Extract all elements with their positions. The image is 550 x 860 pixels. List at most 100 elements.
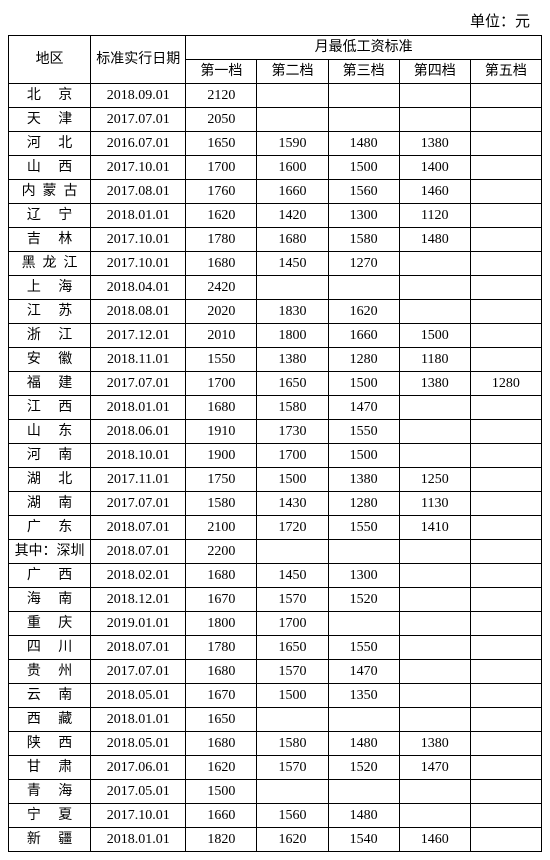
cell-tier-4 [399, 636, 470, 660]
cell-region: 山 东 [9, 420, 91, 444]
table-header: 地区 标准实行日期 月最低工资标准 第一档 第二档 第三档 第四档 第五档 [9, 36, 542, 84]
cell-tier-5 [470, 660, 541, 684]
cell-date: 2017.10.01 [91, 252, 186, 276]
cell-tier-2 [257, 276, 328, 300]
cell-region: 江 苏 [9, 300, 91, 324]
cell-date: 2017.12.01 [91, 324, 186, 348]
cell-tier-2: 1720 [257, 516, 328, 540]
cell-tier-4 [399, 276, 470, 300]
cell-tier-1: 1750 [186, 468, 257, 492]
cell-tier-2: 1380 [257, 348, 328, 372]
cell-tier-4: 1460 [399, 828, 470, 852]
cell-tier-5 [470, 180, 541, 204]
table-row: 吉 林2017.10.011780168015801480 [9, 228, 542, 252]
cell-date: 2019.01.01 [91, 612, 186, 636]
table-row: 广 东2018.07.012100172015501410 [9, 516, 542, 540]
cell-tier-1: 1700 [186, 156, 257, 180]
cell-region: 西 藏 [9, 708, 91, 732]
cell-tier-3: 1470 [328, 396, 399, 420]
cell-tier-3: 1280 [328, 492, 399, 516]
cell-date: 2018.05.01 [91, 732, 186, 756]
cell-tier-1: 1760 [186, 180, 257, 204]
cell-tier-1: 2010 [186, 324, 257, 348]
cell-tier-1: 1680 [186, 564, 257, 588]
cell-tier-4 [399, 252, 470, 276]
cell-tier-4 [399, 780, 470, 804]
cell-region: 广 西 [9, 564, 91, 588]
table-row: 陕 西2018.05.011680158014801380 [9, 732, 542, 756]
cell-tier-3 [328, 612, 399, 636]
header-group: 月最低工资标准 [186, 36, 542, 60]
cell-tier-4: 1180 [399, 348, 470, 372]
table-row: 内蒙古2017.08.011760166015601460 [9, 180, 542, 204]
wage-table: 地区 标准实行日期 月最低工资标准 第一档 第二档 第三档 第四档 第五档 北 … [8, 35, 542, 852]
cell-tier-3: 1520 [328, 588, 399, 612]
table-row: 重 庆2019.01.0118001700 [9, 612, 542, 636]
table-row: 河 南2018.10.01190017001500 [9, 444, 542, 468]
cell-tier-1: 1660 [186, 804, 257, 828]
cell-region: 天 津 [9, 108, 91, 132]
cell-date: 2017.05.01 [91, 780, 186, 804]
cell-tier-3: 1620 [328, 300, 399, 324]
cell-date: 2018.01.01 [91, 396, 186, 420]
cell-tier-1: 2200 [186, 540, 257, 564]
cell-date: 2018.11.01 [91, 348, 186, 372]
cell-tier-5 [470, 156, 541, 180]
cell-tier-1: 1620 [186, 756, 257, 780]
cell-tier-3 [328, 276, 399, 300]
cell-tier-5 [470, 396, 541, 420]
cell-tier-1: 1800 [186, 612, 257, 636]
cell-region: 浙 江 [9, 324, 91, 348]
cell-date: 2017.06.01 [91, 756, 186, 780]
cell-tier-4: 1380 [399, 732, 470, 756]
cell-tier-3: 1280 [328, 348, 399, 372]
cell-tier-3: 1540 [328, 828, 399, 852]
cell-tier-5 [470, 492, 541, 516]
cell-tier-5 [470, 828, 541, 852]
cell-tier-2: 1580 [257, 396, 328, 420]
cell-date: 2017.07.01 [91, 108, 186, 132]
cell-tier-4: 1400 [399, 156, 470, 180]
cell-date: 2018.01.01 [91, 204, 186, 228]
cell-date: 2018.07.01 [91, 540, 186, 564]
cell-region: 四 川 [9, 636, 91, 660]
cell-date: 2018.09.01 [91, 84, 186, 108]
cell-tier-4 [399, 708, 470, 732]
cell-date: 2017.11.01 [91, 468, 186, 492]
cell-region: 福 建 [9, 372, 91, 396]
cell-region: 广 东 [9, 516, 91, 540]
cell-tier-2: 1570 [257, 660, 328, 684]
cell-tier-5 [470, 756, 541, 780]
cell-region: 山 西 [9, 156, 91, 180]
cell-tier-3: 1500 [328, 444, 399, 468]
cell-tier-1: 1620 [186, 204, 257, 228]
cell-tier-5 [470, 564, 541, 588]
cell-tier-4 [399, 612, 470, 636]
cell-tier-2: 1650 [257, 372, 328, 396]
table-row: 河 北2016.07.011650159014801380 [9, 132, 542, 156]
cell-tier-2: 1500 [257, 684, 328, 708]
cell-tier-4: 1120 [399, 204, 470, 228]
cell-region: 云 南 [9, 684, 91, 708]
cell-region: 吉 林 [9, 228, 91, 252]
cell-region: 安 徽 [9, 348, 91, 372]
cell-tier-4 [399, 84, 470, 108]
cell-tier-3: 1300 [328, 564, 399, 588]
cell-tier-5 [470, 612, 541, 636]
cell-tier-5 [470, 108, 541, 132]
cell-tier-1: 1700 [186, 372, 257, 396]
cell-date: 2018.06.01 [91, 420, 186, 444]
cell-tier-5 [470, 84, 541, 108]
cell-tier-2: 1500 [257, 468, 328, 492]
cell-tier-5 [470, 708, 541, 732]
cell-tier-1: 1780 [186, 228, 257, 252]
cell-tier-3 [328, 780, 399, 804]
table-row: 宁 夏2017.10.01166015601480 [9, 804, 542, 828]
cell-tier-2: 1580 [257, 732, 328, 756]
cell-tier-5 [470, 420, 541, 444]
header-tier-4: 第四档 [399, 60, 470, 84]
cell-tier-1: 2050 [186, 108, 257, 132]
cell-date: 2016.07.01 [91, 132, 186, 156]
table-row: 其中：深圳2018.07.012200 [9, 540, 542, 564]
table-row: 湖 南2017.07.011580143012801130 [9, 492, 542, 516]
